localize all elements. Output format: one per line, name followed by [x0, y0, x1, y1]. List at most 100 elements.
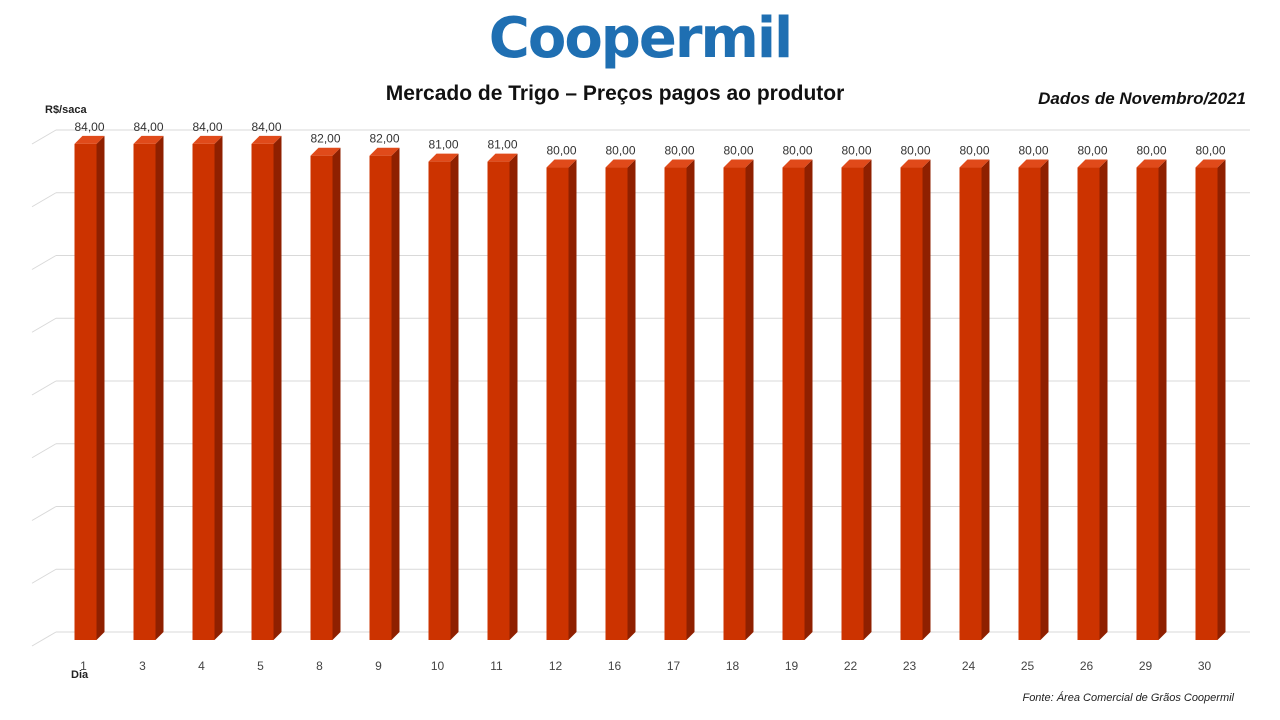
bar-front	[959, 167, 982, 640]
bar-front	[664, 167, 687, 640]
bar-top	[605, 159, 636, 168]
y-axis-label: R$/saca	[45, 104, 87, 116]
bar	[369, 147, 400, 640]
data-label: 81,00	[428, 138, 458, 152]
x-tick-label: 26	[1080, 659, 1094, 673]
bar-side	[922, 159, 931, 640]
data-label: 84,00	[74, 120, 104, 134]
data-label: 80,00	[723, 144, 753, 158]
bar-top	[1136, 159, 1167, 168]
bar	[74, 135, 105, 640]
x-tick-label: 10	[431, 659, 445, 673]
x-tick-label: 23	[903, 659, 917, 673]
bar-front	[546, 167, 569, 640]
bar	[546, 159, 577, 640]
bar	[1077, 159, 1108, 640]
bar	[723, 159, 754, 640]
bar-top	[959, 159, 990, 168]
x-tick-label: 24	[962, 659, 976, 673]
bar-side	[745, 159, 754, 640]
bar	[251, 135, 282, 640]
gridline-stub	[31, 129, 57, 145]
x-tick-label: 1	[80, 659, 87, 673]
data-label: 81,00	[487, 138, 517, 152]
bar-side	[686, 159, 695, 640]
bar-front	[487, 161, 510, 640]
data-label: 80,00	[1195, 144, 1225, 158]
x-tick-label: 8	[316, 659, 323, 673]
bar-front	[900, 167, 923, 640]
gridline-stub	[31, 568, 57, 584]
gridline-stub	[31, 192, 57, 208]
gridline-stub	[31, 255, 57, 270]
bar-side	[1040, 159, 1049, 640]
bar	[133, 135, 164, 640]
bar	[1018, 159, 1049, 640]
bar-front	[841, 167, 864, 640]
gridline-stub	[31, 380, 57, 396]
bar-front	[782, 167, 805, 640]
bar-side	[214, 135, 223, 640]
bar-front	[1136, 167, 1159, 640]
bar-front	[251, 143, 274, 640]
bar-front	[133, 143, 156, 640]
bar-side	[332, 147, 341, 640]
chart-title: Mercado de Trigo – Preços pagos ao produ…	[385, 82, 845, 105]
data-label: 80,00	[605, 144, 635, 158]
bar-top	[1018, 159, 1049, 168]
x-tick-label: 4	[198, 659, 205, 673]
bar-front	[1077, 167, 1100, 640]
bar	[782, 159, 813, 640]
data-label: 80,00	[664, 144, 694, 158]
bar-top	[428, 153, 459, 162]
coopermil-logo: Coopermil	[488, 6, 793, 71]
gridline-stub	[31, 317, 57, 333]
bar-side	[391, 147, 400, 640]
period-label: Dados de Novembro/2021	[1038, 89, 1246, 108]
bar	[310, 147, 341, 640]
bar-side	[450, 153, 459, 640]
x-tick-label: 16	[608, 659, 622, 673]
data-label: 82,00	[369, 132, 399, 146]
bar	[1195, 159, 1226, 640]
bar-front	[1195, 167, 1218, 640]
bar-side	[981, 159, 990, 640]
x-tick-label: 29	[1139, 659, 1153, 673]
bar	[605, 159, 636, 640]
bar-side	[627, 159, 636, 640]
gridline-stub	[31, 443, 57, 459]
bar	[487, 153, 518, 640]
bar-side	[1158, 159, 1167, 640]
bar-top	[782, 159, 813, 168]
x-tick-label: 12	[549, 659, 563, 673]
bar-top	[664, 159, 695, 168]
bar	[900, 159, 931, 640]
bar-front	[723, 167, 746, 640]
bar-front	[369, 155, 392, 640]
bar-top	[900, 159, 931, 168]
bar	[959, 159, 990, 640]
x-tick-label: 22	[844, 659, 858, 673]
source-note: Fonte: Área Comercial de Grãos Coopermil	[1022, 692, 1234, 704]
bar-front	[428, 161, 451, 640]
bar	[428, 153, 459, 640]
bar-top	[1077, 159, 1108, 168]
bar-side	[509, 153, 518, 640]
x-tick-label: 25	[1021, 659, 1035, 673]
x-tick-label: 3	[139, 659, 146, 673]
x-tick-label: 9	[375, 659, 382, 673]
x-axis-label: Dia	[71, 669, 89, 681]
bar-top	[1195, 159, 1226, 168]
bar-top	[74, 135, 105, 144]
data-label: 80,00	[546, 144, 576, 158]
bar-front	[310, 155, 333, 640]
bar	[1136, 159, 1167, 640]
x-tick-label: 17	[667, 659, 681, 673]
data-label: 84,00	[251, 120, 281, 134]
data-label: 84,00	[133, 120, 163, 134]
bar	[841, 159, 872, 640]
data-label: 82,00	[310, 132, 340, 146]
data-label: 80,00	[1136, 144, 1166, 158]
bar-top	[251, 135, 282, 144]
